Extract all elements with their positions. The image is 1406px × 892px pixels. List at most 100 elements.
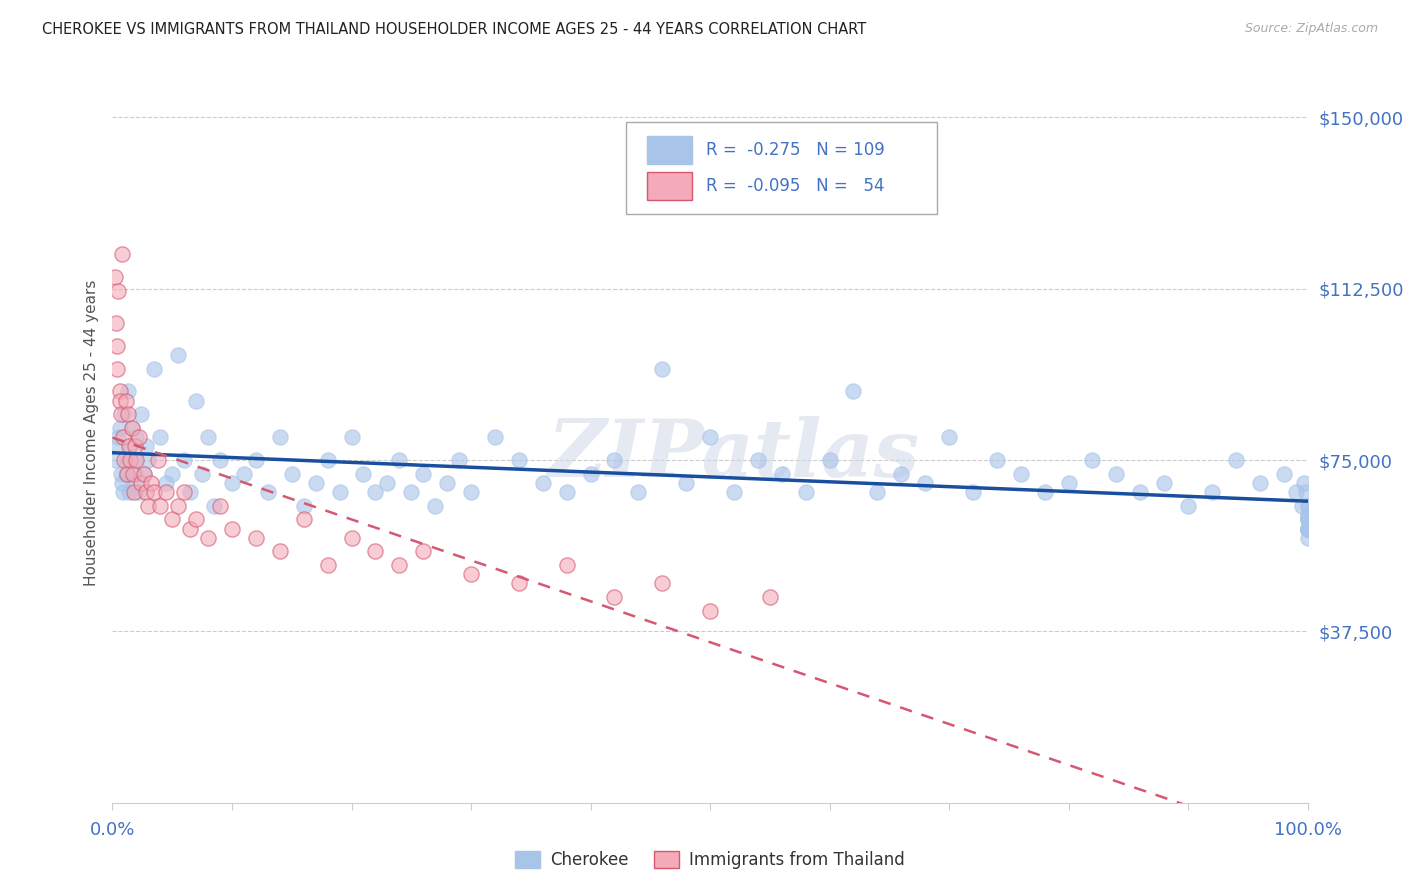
Point	[139, 475, 162, 490]
Point	[340, 430, 363, 444]
Point	[138, 453, 160, 467]
Point	[167, 499, 190, 513]
Point	[329, 485, 352, 500]
Bar	[647, 172, 692, 200]
Point	[105, 361, 128, 376]
Point	[747, 453, 769, 467]
Point	[108, 384, 131, 399]
Point	[651, 576, 673, 591]
Point	[1296, 531, 1319, 545]
Text: CHEROKEE VS IMMIGRANTS FROM THAILAND HOUSEHOLDER INCOME AGES 25 - 44 YEARS CORRE: CHEROKEE VS IMMIGRANTS FROM THAILAND HOU…	[42, 22, 866, 37]
Point	[129, 408, 152, 422]
Point	[105, 439, 128, 453]
Point	[221, 522, 243, 536]
Point	[108, 421, 131, 435]
Point	[117, 408, 139, 422]
Point	[305, 475, 328, 490]
Point	[121, 421, 143, 435]
Point	[118, 439, 141, 453]
Point	[292, 512, 315, 526]
Point	[447, 453, 470, 467]
Point	[114, 453, 135, 467]
Text: R =  -0.275   N = 109: R = -0.275 N = 109	[706, 141, 886, 159]
Point	[460, 567, 482, 582]
Point	[1296, 499, 1319, 513]
Point	[114, 393, 136, 408]
FancyBboxPatch shape	[627, 121, 938, 214]
Point	[1296, 522, 1319, 536]
Point	[1010, 467, 1032, 481]
Point	[1296, 512, 1319, 526]
Point	[388, 453, 411, 467]
Point	[555, 485, 578, 500]
Point	[1201, 485, 1223, 500]
Point	[962, 485, 984, 500]
Point	[460, 485, 482, 500]
Point	[105, 339, 128, 353]
Point	[555, 558, 578, 573]
Point	[112, 430, 135, 444]
Point	[186, 393, 208, 408]
Point	[1296, 512, 1319, 526]
Point	[723, 485, 745, 500]
Point	[233, 467, 256, 481]
Point	[112, 485, 135, 500]
Point	[135, 485, 157, 500]
Point	[143, 485, 166, 500]
Point	[770, 467, 793, 481]
Point	[107, 430, 129, 444]
Point	[316, 453, 339, 467]
Point	[1285, 485, 1308, 500]
Point	[118, 485, 141, 500]
Point	[1296, 522, 1319, 536]
Point	[197, 430, 219, 444]
Point	[484, 430, 506, 444]
Point	[401, 485, 423, 500]
Point	[1296, 512, 1319, 526]
Point	[1272, 467, 1295, 481]
Point	[149, 499, 172, 513]
Text: ZIPatlas: ZIPatlas	[548, 416, 920, 493]
Point	[162, 512, 183, 526]
Point	[914, 475, 936, 490]
Point	[173, 453, 195, 467]
Point	[110, 408, 132, 422]
Point	[1177, 499, 1199, 513]
Point	[108, 393, 131, 408]
Point	[186, 512, 208, 526]
Point	[364, 544, 387, 558]
Point	[128, 430, 150, 444]
Point	[132, 467, 155, 481]
Point	[105, 453, 128, 467]
Point	[1105, 467, 1128, 481]
Point	[699, 430, 721, 444]
Point	[1296, 512, 1319, 526]
Point	[167, 348, 190, 362]
Point	[603, 590, 626, 604]
Point	[866, 485, 889, 500]
Point	[143, 361, 166, 376]
Point	[138, 499, 160, 513]
Point	[603, 453, 626, 467]
Point	[114, 408, 135, 422]
Point	[121, 467, 143, 481]
Point	[1296, 508, 1319, 522]
Point	[675, 475, 697, 490]
Point	[125, 430, 148, 444]
Point	[340, 531, 363, 545]
Point	[117, 384, 139, 399]
Point	[1295, 485, 1317, 500]
Point	[651, 361, 673, 376]
Point	[938, 430, 960, 444]
Point	[114, 467, 136, 481]
Point	[135, 439, 157, 453]
Point	[412, 544, 434, 558]
Point	[245, 453, 267, 467]
Point	[197, 531, 219, 545]
Point	[162, 467, 183, 481]
Point	[699, 604, 721, 618]
Point	[281, 467, 304, 481]
Point	[269, 544, 291, 558]
Point	[121, 421, 143, 435]
Point	[759, 590, 782, 604]
